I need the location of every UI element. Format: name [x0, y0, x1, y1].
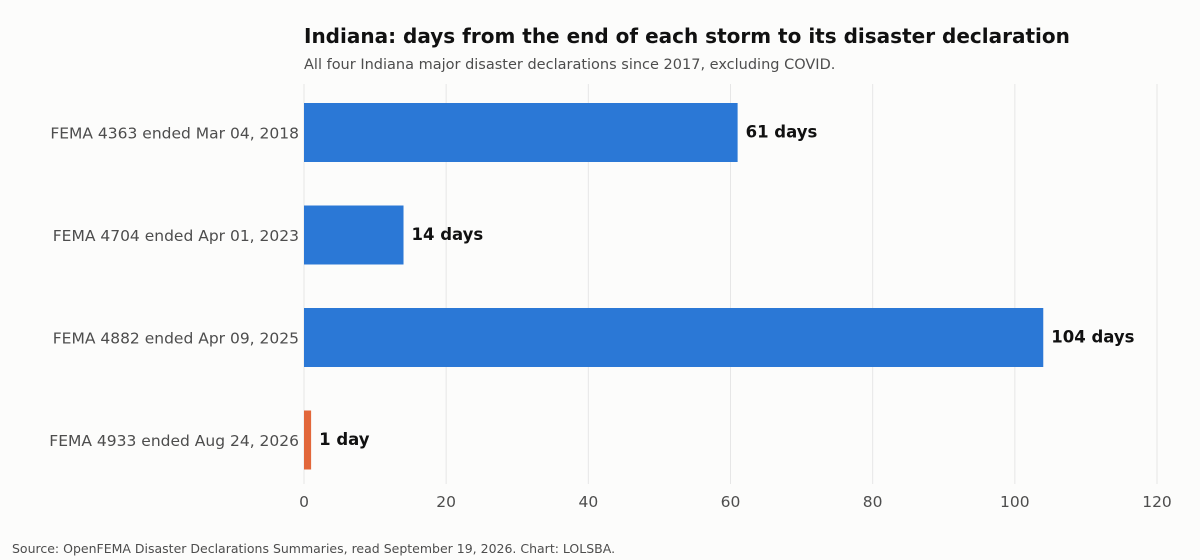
value-label: 1 day [319, 430, 370, 449]
value-label: 14 days [412, 225, 484, 244]
x-tick-label: 100 [1000, 493, 1030, 511]
x-tick-label: 80 [863, 493, 883, 511]
x-tick-label: 120 [1142, 493, 1172, 511]
bar-3 [304, 308, 1044, 367]
bar-4 [304, 410, 312, 470]
chart-subtitle: All four Indiana major disaster declarat… [304, 57, 836, 73]
bar-2 [304, 205, 404, 265]
bar-layer [304, 103, 1044, 470]
x-tick-label: 60 [721, 493, 741, 511]
category-label: FEMA 4933 ended Aug 24, 2026 [49, 432, 299, 450]
label-layer: FEMA 4363 ended Mar 04, 2018 61 days FEMA … [49, 123, 1134, 451]
value-label: 61 days [746, 123, 818, 142]
bar-1 [304, 103, 738, 162]
source-note: Source: OpenFEMA Disaster Declarations S… [12, 541, 616, 556]
category-label: FEMA 4882 ended Apr 09, 2025 [53, 330, 299, 348]
chart-title: Indiana: days from the end of each storm… [304, 24, 1070, 48]
category-label: FEMA 4704 ended Apr 01, 2023 [53, 227, 299, 245]
value-label: 104 days [1051, 328, 1134, 347]
category-label: FEMA 4363 ended Mar 04, 2018 [50, 125, 299, 143]
x-tick-label: 0 [299, 493, 309, 511]
x-tick-label: 20 [436, 493, 456, 511]
x-tick-label: 40 [578, 493, 598, 511]
x-axis: 0 20 40 60 80 100 120 [299, 493, 1172, 511]
